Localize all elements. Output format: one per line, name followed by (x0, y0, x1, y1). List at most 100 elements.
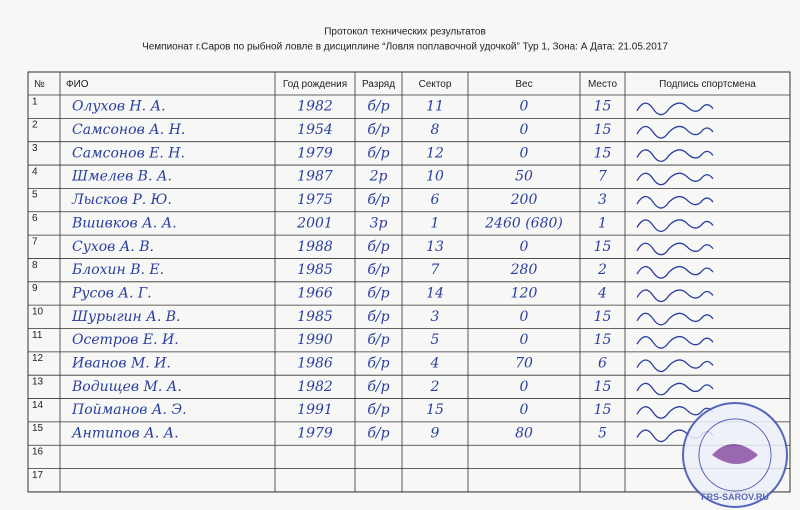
cell-value: б/р (367, 309, 389, 325)
athlete-name: Пойманов А. Э. (71, 402, 187, 418)
athlete-name: Шмелев В. А. (71, 169, 172, 185)
column-header: Подпись спортсмена (659, 79, 756, 90)
cell-value: 1966 (297, 285, 333, 301)
cell-value: 15 (594, 122, 612, 138)
athlete-name: Самсонов Е. Н. (72, 145, 185, 161)
cell-value: 2001 (296, 215, 333, 231)
signature (636, 125, 714, 139)
row-number: 1 (32, 96, 38, 107)
cell-value: 15 (426, 402, 444, 418)
cell-value: 5 (598, 426, 607, 442)
row-number: 13 (32, 377, 44, 388)
cell-value: б/р (367, 426, 389, 442)
column-header: Разряд (362, 79, 395, 90)
cell-value: 4 (597, 285, 607, 301)
column-header: Вес (515, 79, 532, 90)
cell-value: 2р (369, 169, 388, 185)
cell-value: 1979 (297, 145, 333, 161)
cell-value: 80 (515, 426, 533, 442)
column-header: Сектор (419, 79, 452, 90)
cell-value: 1985 (297, 262, 333, 278)
row-number: 16 (32, 447, 44, 458)
cell-value: б/р (367, 122, 389, 138)
athlete-name: Блохин В. Е. (71, 262, 164, 278)
cell-value: 2460 (680) (484, 215, 563, 231)
cell-value: 3р (370, 215, 388, 231)
cell-value: б/р (367, 402, 389, 418)
stamp-fish (712, 444, 758, 464)
cell-value: б/р (367, 356, 389, 372)
cell-value: 200 (510, 192, 538, 208)
stamp: FRS-SAROV.RU (682, 402, 788, 508)
athlete-name: Вшивков А. А. (71, 215, 177, 231)
cell-value: 1988 (297, 239, 333, 255)
cell-value: 0 (520, 122, 529, 138)
signature (636, 382, 714, 396)
cell-value: 15 (594, 239, 612, 255)
cell-value: 0 (520, 145, 529, 161)
column-header: ФИО (66, 79, 89, 90)
athlete-name: Лысков Р. Ю. (71, 192, 172, 208)
signature (636, 289, 714, 303)
cell-value: б/р (367, 379, 389, 395)
row-number: 3 (32, 143, 38, 154)
cell-value: б/р (367, 145, 389, 161)
cell-value: 2 (597, 262, 607, 278)
signature (636, 172, 714, 186)
cell-value: 0 (520, 239, 529, 255)
signature (636, 336, 714, 349)
cell-value: 1954 (297, 122, 333, 138)
athlete-name: Иванов М. И. (71, 356, 171, 372)
row-number: 14 (32, 400, 44, 411)
cell-value: 1975 (297, 192, 333, 208)
row-number: 12 (32, 353, 44, 364)
signature (636, 195, 714, 209)
cell-value: 15 (594, 99, 612, 115)
athlete-name: Сухов А. В. (72, 239, 154, 255)
stamp-inner (698, 418, 772, 492)
cell-value: 120 (511, 285, 538, 301)
athlete-name: Осетров Е. И. (72, 332, 179, 348)
cell-value: б/р (367, 239, 389, 255)
cell-value: 70 (515, 356, 533, 372)
cell-value: 280 (510, 262, 538, 278)
cell-value: 8 (431, 122, 440, 138)
cell-value: б/р (367, 99, 389, 115)
cell-value: 14 (426, 285, 444, 301)
title: Протокол технических результатов (324, 27, 486, 38)
athlete-name: Олухов Н. А. (72, 99, 166, 115)
cell-value: 7 (598, 169, 607, 185)
athlete-name: Антипов А. А. (71, 426, 179, 442)
row-number: 4 (32, 166, 38, 177)
cell-value: 3 (431, 309, 440, 325)
cell-value: 15 (594, 332, 612, 348)
cell-value: б/р (367, 285, 389, 301)
cell-value: 1 (431, 215, 440, 231)
column-header: Место (588, 79, 617, 90)
cell-value: 4 (430, 356, 440, 372)
signature (636, 102, 714, 116)
cell-value: 2 (430, 379, 440, 395)
cell-value: 1979 (297, 426, 333, 442)
cell-value: 7 (431, 262, 440, 278)
subtitle: Чемпионат г.Саров по рыбной ловле в дисц… (142, 41, 668, 53)
cell-value: 0 (520, 379, 529, 395)
cell-value: 1985 (297, 309, 333, 325)
row-number: 11 (32, 330, 43, 341)
cell-value: б/р (367, 192, 389, 208)
athlete-name: Русов А. Г. (71, 285, 152, 301)
cell-value: 6 (431, 192, 440, 208)
row-number: 2 (32, 120, 38, 131)
cell-value: 6 (598, 356, 607, 372)
athlete-name: Шурыгин А. В. (71, 309, 180, 325)
cell-value: 1987 (297, 169, 333, 185)
cell-value: 11 (426, 99, 444, 115)
row-number: 6 (32, 213, 38, 224)
signature (636, 265, 714, 279)
cell-value: 3 (598, 192, 607, 208)
cell-value: б/р (367, 332, 389, 348)
cell-value: 1982 (297, 99, 333, 115)
row-number: 17 (32, 470, 44, 481)
